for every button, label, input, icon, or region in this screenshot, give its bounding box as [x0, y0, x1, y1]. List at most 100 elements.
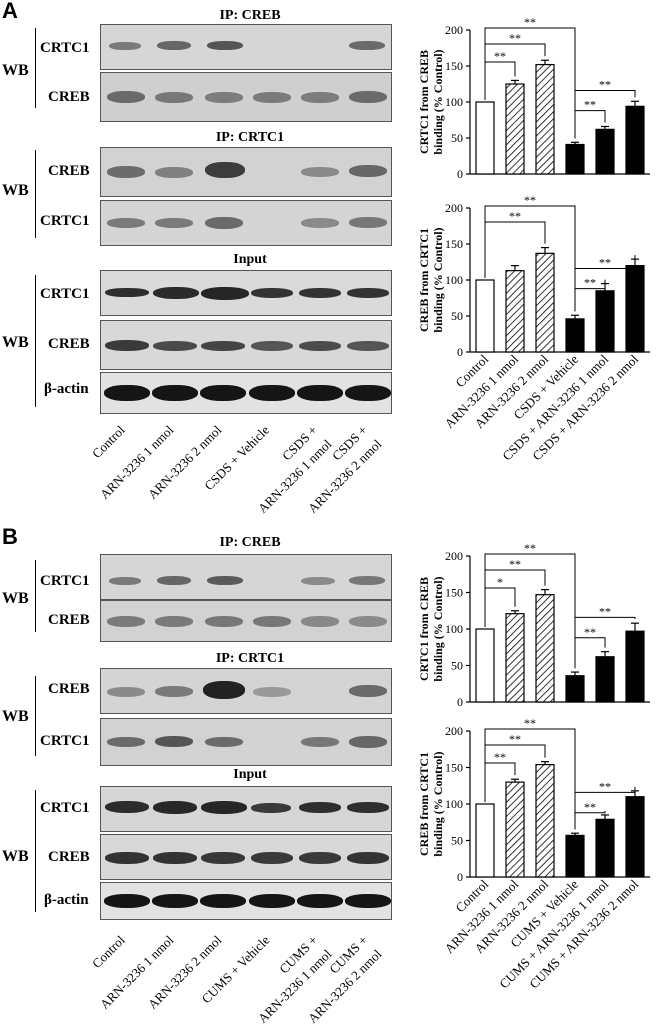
bar — [535, 594, 555, 703]
significance-label: ** — [599, 779, 611, 793]
significance-label: ** — [524, 716, 536, 730]
significance-bracket — [574, 616, 636, 669]
blot-ip-crtc1-crtc1-b — [100, 718, 392, 766]
y-axis-label: CRTC1 from CREB — [417, 50, 431, 154]
wb-label-a1: WB — [2, 62, 29, 79]
blot-label-creb: CREB — [48, 681, 90, 697]
significance-label: ** — [584, 625, 596, 639]
significance-label: ** — [599, 604, 611, 618]
significance-label: ** — [524, 541, 536, 555]
y-axis-label: CRTC1 from CREB — [417, 577, 431, 681]
bar — [625, 105, 645, 175]
y-tick-label: 0 — [457, 345, 463, 359]
y-axis-label: binding (% Control) — [431, 751, 445, 856]
significance-bracket — [484, 728, 576, 830]
y-tick-label: 200 — [445, 549, 463, 563]
y-tick-label: 150 — [445, 59, 463, 73]
y-tick-label: 50 — [451, 659, 463, 673]
blot-label-crtc1: CRTC1 — [40, 286, 90, 302]
blot-label-actin: β-actin — [44, 892, 89, 908]
ip-creb-title-b: IP: CREB — [219, 535, 281, 550]
blot-ip-crtc1-crtc1-a — [100, 200, 392, 246]
significance-label: * — [497, 575, 503, 589]
y-tick-label: 100 — [445, 797, 463, 811]
bar — [565, 143, 585, 175]
blot-ip-creb-creb-a — [100, 72, 392, 122]
bar — [595, 656, 615, 703]
wb-label-b1: WB — [2, 590, 29, 607]
blot-label-crtc1: CRTC1 — [40, 733, 90, 749]
y-tick-label: 100 — [445, 622, 463, 636]
blot-input-crtc1-b — [100, 786, 392, 832]
ip-creb-title-a: IP: CREB — [219, 8, 281, 23]
y-tick-label: 50 — [451, 131, 463, 145]
significance-label: ** — [509, 209, 521, 223]
bar — [475, 101, 495, 175]
blot-ip-creb-crtc1-b — [100, 554, 392, 600]
blot-label-creb: CREB — [48, 336, 90, 352]
blot-ip-creb-crtc1-a — [100, 24, 392, 70]
bar — [505, 270, 525, 353]
bar — [505, 613, 525, 703]
bar — [475, 628, 495, 703]
significance-bracket — [484, 205, 576, 312]
ip-crtc1-title-a: IP: CRTC1 — [215, 130, 285, 145]
input-title-a: Input — [233, 252, 267, 267]
y-axis-label: binding (% Control) — [431, 576, 445, 681]
blot-label-actin: β-actin — [44, 381, 89, 397]
blot-label-creb: CREB — [48, 163, 90, 179]
blot-input-creb-b — [100, 834, 392, 880]
bar — [535, 763, 555, 878]
bar — [625, 265, 645, 353]
y-tick-label: 200 — [445, 724, 463, 738]
ip-crtc1-title-b: IP: CRTC1 — [215, 651, 285, 666]
significance-label: ** — [509, 557, 521, 571]
wb-label-a3: WB — [2, 334, 29, 351]
wb-label-b2: WB — [2, 708, 29, 725]
significance-bracket — [574, 89, 636, 139]
y-axis-label: binding (% Control) — [431, 49, 445, 154]
significance-label: ** — [509, 732, 521, 746]
bar — [595, 290, 615, 353]
significance-label: ** — [599, 255, 611, 269]
wb-label-a2: WB — [2, 182, 29, 199]
significance-bracket — [574, 786, 636, 830]
blot-ip-crtc1-creb-a — [100, 147, 392, 197]
blot-label-crtc1: CRTC1 — [40, 40, 90, 56]
significance-label: ** — [494, 750, 506, 764]
y-tick-label: 200 — [445, 23, 463, 37]
bar — [625, 630, 645, 703]
significance-label: ** — [584, 800, 596, 814]
blot-input-actin-b — [100, 882, 392, 920]
significance-label: ** — [494, 49, 506, 63]
blot-label-creb: CREB — [48, 89, 90, 105]
input-title-b: Input — [233, 767, 267, 782]
blot-input-crtc1-a — [100, 270, 392, 316]
y-axis-label: CREB from CRTC1 — [417, 228, 431, 332]
y-tick-label: 150 — [445, 586, 463, 600]
blot-ip-crtc1-creb-b — [100, 668, 392, 714]
bar — [535, 252, 555, 353]
y-tick-label: 0 — [457, 695, 463, 709]
significance-label: ** — [599, 77, 611, 91]
significance-bracket — [484, 27, 576, 139]
significance-label: ** — [584, 98, 596, 112]
panel-letter-b: B — [2, 524, 18, 549]
blot-ip-creb-creb-b — [100, 600, 392, 642]
bar — [565, 318, 585, 353]
y-axis-label: CREB from CRTC1 — [417, 752, 431, 856]
y-tick-label: 0 — [457, 167, 463, 181]
bar — [625, 796, 645, 878]
blot-label-crtc1: CRTC1 — [40, 213, 90, 229]
bar — [475, 279, 495, 353]
bar — [595, 818, 615, 878]
panel-letter-a: A — [2, 0, 18, 23]
bar — [565, 834, 585, 878]
y-tick-label: 0 — [457, 870, 463, 884]
y-tick-label: 100 — [445, 95, 463, 109]
bar — [475, 803, 495, 878]
bar — [535, 63, 555, 175]
blot-label-crtc1: CRTC1 — [40, 573, 90, 589]
y-tick-label: 50 — [451, 834, 463, 848]
